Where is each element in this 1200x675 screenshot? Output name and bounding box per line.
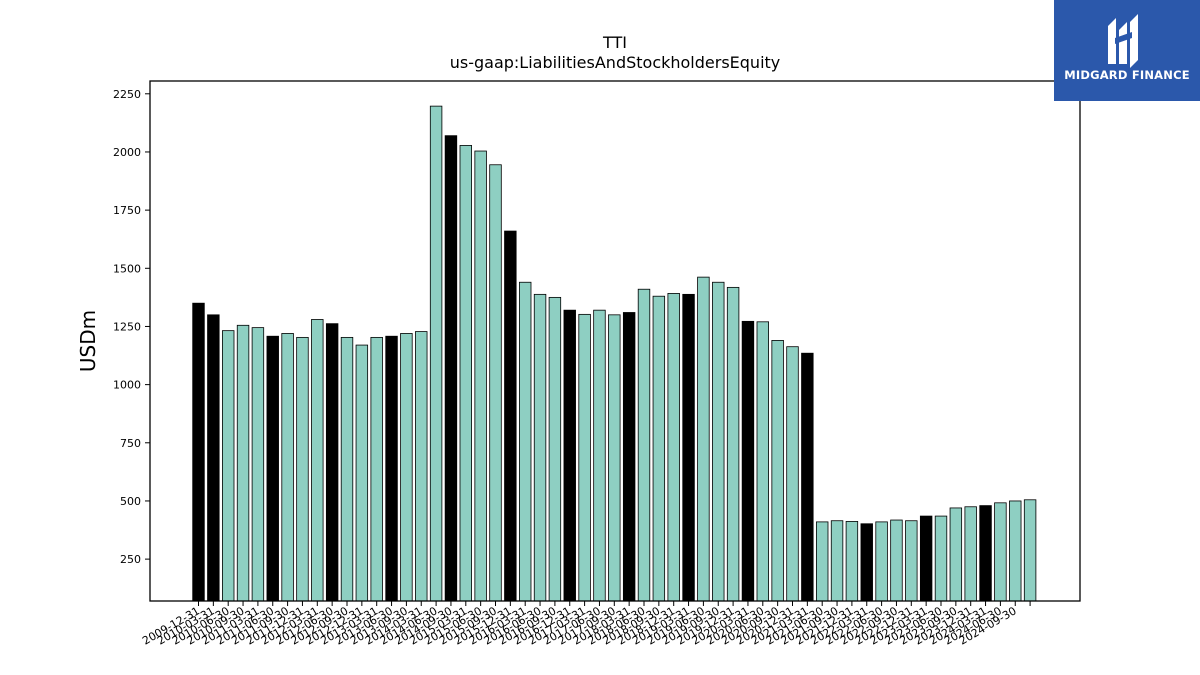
y-tick-label: 250	[120, 553, 141, 566]
y-tick-label: 500	[120, 495, 141, 508]
bar	[192, 302, 205, 602]
bar	[593, 309, 606, 602]
bar	[385, 335, 398, 602]
bar	[979, 505, 992, 602]
bar	[652, 295, 666, 602]
bar	[548, 296, 562, 602]
bar	[964, 506, 977, 602]
brand-logo: MIDGARD FINANCE	[1054, 0, 1200, 101]
bar	[786, 346, 799, 602]
bar	[949, 507, 963, 602]
y-axis-label: USDm	[76, 310, 100, 372]
bar	[370, 336, 383, 602]
bar	[221, 330, 235, 602]
bar	[756, 321, 770, 602]
bar	[415, 331, 428, 602]
bar	[563, 309, 576, 602]
bar	[934, 515, 948, 602]
bar	[697, 276, 710, 602]
y-axis-ticks: 250 500 750 1000 1250 1500 1750 2000 2250	[113, 88, 150, 566]
bar	[533, 293, 547, 602]
bar	[207, 314, 220, 602]
bar	[340, 336, 354, 602]
bar	[845, 521, 859, 602]
chart-subtitle: us-gaap:LiabilitiesAndStockholdersEquity	[450, 53, 781, 72]
bar	[741, 320, 755, 602]
bar	[236, 324, 250, 602]
bar	[905, 520, 918, 602]
x-axis-ticks: 2009-12-312010-03-312010-06-302010-09-30…	[140, 601, 1031, 648]
y-tick-label: 1250	[113, 320, 141, 333]
bar	[355, 344, 369, 602]
bar	[637, 288, 651, 602]
bar	[266, 335, 279, 602]
bar	[1009, 500, 1022, 602]
bar	[712, 281, 725, 602]
bar	[296, 336, 309, 602]
bar	[474, 150, 487, 602]
y-tick-label: 2250	[113, 88, 141, 101]
bar	[504, 230, 517, 602]
bar	[489, 164, 502, 602]
chart-title: TTI	[602, 33, 627, 52]
bar	[875, 521, 888, 602]
bar	[667, 293, 680, 602]
bar	[890, 519, 903, 602]
y-tick-label: 750	[120, 437, 141, 450]
bar	[830, 520, 844, 602]
bar	[994, 502, 1007, 602]
midgard-logo-icon	[1108, 14, 1138, 68]
bar	[459, 145, 473, 602]
bar	[860, 523, 873, 602]
bar	[919, 515, 933, 602]
bar	[622, 312, 636, 602]
bar	[682, 293, 695, 602]
bar	[251, 327, 265, 602]
bar	[608, 314, 621, 602]
bar	[726, 286, 740, 602]
bar	[1023, 499, 1037, 602]
bar	[281, 333, 294, 602]
bar	[801, 352, 814, 602]
bars	[192, 105, 1037, 602]
bar	[519, 281, 532, 602]
bar	[444, 135, 458, 602]
bar	[578, 313, 591, 602]
bar	[771, 340, 784, 602]
y-tick-label: 1750	[113, 204, 141, 217]
bar	[429, 105, 443, 602]
y-tick-label: 2000	[113, 146, 141, 159]
plot-frame	[149, 80, 1081, 602]
bar	[311, 319, 324, 602]
y-tick-label: 1000	[113, 379, 141, 392]
bar	[816, 521, 829, 602]
logo-text: MIDGARD FINANCE	[1064, 68, 1190, 82]
bar	[325, 323, 339, 602]
y-tick-label: 1500	[113, 262, 141, 275]
bar	[400, 333, 413, 602]
